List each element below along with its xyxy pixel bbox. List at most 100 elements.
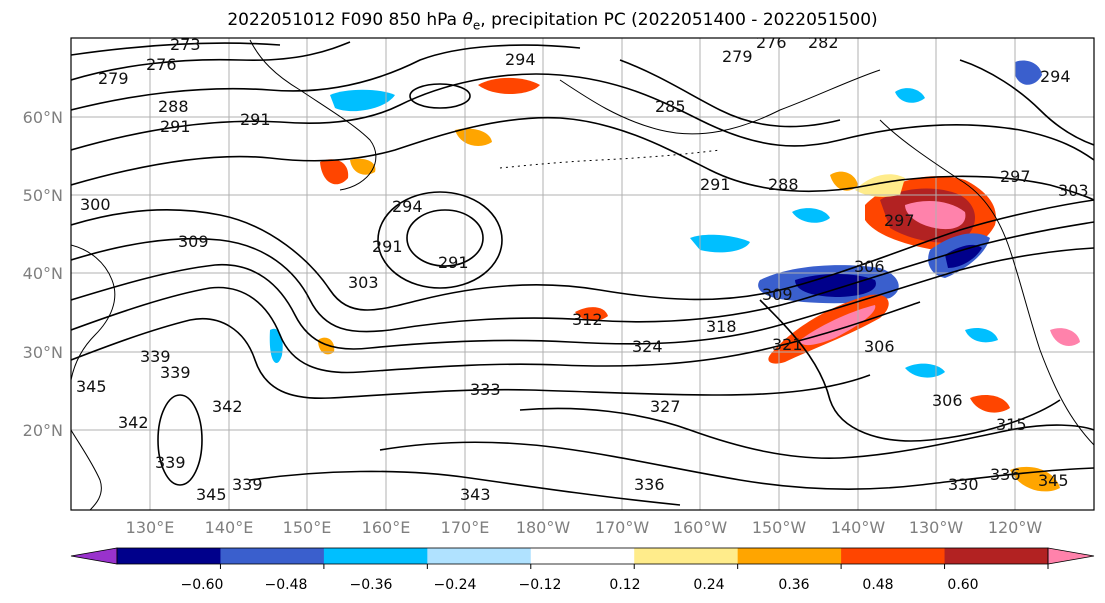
contour-label: 312 xyxy=(572,310,603,329)
theta-e-contour xyxy=(959,59,1094,146)
contour-label: 291 xyxy=(372,237,403,256)
contour-label: 321 xyxy=(772,335,803,354)
theta-e-contour-closed xyxy=(406,209,484,267)
colorbar-tick-label: −0.36 xyxy=(350,577,393,593)
precip-positive-patch xyxy=(455,128,492,146)
theta-e-contours xyxy=(71,41,1094,506)
colorbar-tick-label: −0.24 xyxy=(434,577,477,593)
theta-e-contour xyxy=(519,407,1094,460)
contour-label: 339 xyxy=(155,453,186,472)
precip-positive-patch xyxy=(478,77,540,95)
contour-label: 345 xyxy=(1038,471,1069,490)
coastline-alaska xyxy=(559,69,881,135)
contour-label: 336 xyxy=(990,465,1021,484)
contour-label: 294 xyxy=(1040,67,1071,86)
contour-label: 315 xyxy=(996,415,1027,434)
longitude-label: 180°W xyxy=(516,518,571,537)
precip-positive-peak xyxy=(905,200,966,230)
contour-label: 306 xyxy=(854,257,885,276)
map-content: 273 276 279 279 276 282 288 291 291 294 … xyxy=(71,33,1094,510)
colorbar-tick-label: −0.60 xyxy=(181,577,224,593)
title-subscript: e xyxy=(472,18,481,33)
coastline-asia-south xyxy=(71,429,102,510)
theta-e-contour xyxy=(71,221,1094,333)
contour-label: 330 xyxy=(948,475,979,494)
contour-label: 282 xyxy=(808,33,839,52)
colorbar-tick-label: −0.12 xyxy=(519,577,562,593)
theta-e-contour-closed xyxy=(409,83,471,109)
contour-label: 343 xyxy=(460,485,491,504)
longitude-label: 170°E xyxy=(441,518,490,537)
longitude-label: 120°W xyxy=(988,518,1043,537)
colorbar-segment xyxy=(841,548,946,564)
precip-negative-patch xyxy=(269,328,283,363)
contour-label: 327 xyxy=(650,397,681,416)
contour-label: 297 xyxy=(884,211,915,230)
colorbar-tick-label: 0.24 xyxy=(693,577,724,593)
contour-label: 291 xyxy=(700,175,731,194)
contour-label: 288 xyxy=(768,175,799,194)
contour-label: 324 xyxy=(632,337,663,356)
colorbar-segment xyxy=(220,548,325,564)
colorbar: −0.60 −0.48 −0.36 −0.24 −0.12 0.12 0.24 … xyxy=(70,547,1095,593)
contour-label: 300 xyxy=(80,195,111,214)
precip-light-area xyxy=(830,171,858,191)
latitude-label: 30°N xyxy=(23,343,63,362)
precip-positive-patch xyxy=(350,158,376,175)
precip-negative-patch xyxy=(792,208,830,223)
contour-label: 279 xyxy=(98,69,129,88)
contour-label: 288 xyxy=(158,97,189,116)
contour-label: 285 xyxy=(655,97,686,116)
theta-e-contour xyxy=(379,441,1094,490)
contour-label: 291 xyxy=(240,110,271,129)
map-gridlines xyxy=(71,38,1094,510)
contour-label: 342 xyxy=(118,413,149,432)
coastline-north-america xyxy=(879,119,1094,446)
colorbar-segment xyxy=(944,548,1049,564)
longitude-axis: 130°E 140°E 150°E 160°E 170°E 180°W 170°… xyxy=(126,518,1043,537)
colorbar-tick-labels: −0.60 −0.48 −0.36 −0.24 −0.12 0.12 0.24 … xyxy=(181,577,979,593)
colorbar-segments xyxy=(70,547,1095,565)
contour-label: 276 xyxy=(146,55,177,74)
longitude-label: 140°E xyxy=(205,518,254,537)
contour-label: 294 xyxy=(392,197,423,216)
colorbar-extend-max xyxy=(1047,547,1095,565)
latitude-label: 20°N xyxy=(23,421,63,440)
contour-label: 291 xyxy=(438,253,469,272)
contour-label: 339 xyxy=(140,347,171,366)
contour-label: 306 xyxy=(932,391,963,410)
colorbar-segment xyxy=(530,548,635,564)
longitude-label: 170°W xyxy=(595,518,650,537)
theta-e-contour xyxy=(71,73,1094,161)
contour-label: 306 xyxy=(864,337,895,356)
coastline-asia xyxy=(71,244,116,381)
precip-positive-patch xyxy=(320,159,349,185)
longitude-label: 140°W xyxy=(831,518,886,537)
precip-negative-patch xyxy=(690,234,750,253)
contour-label: 273 xyxy=(170,35,201,54)
latitude-label: 50°N xyxy=(23,186,63,205)
theta-e-contour xyxy=(71,41,351,81)
precip-positive-patch xyxy=(575,307,608,321)
contour-label: 291 xyxy=(160,117,191,136)
colorbar-segment xyxy=(323,548,428,564)
map-title: 2022051012 F090 850 hPa θe, precipitatio… xyxy=(0,10,1105,32)
longitude-label: 160°W xyxy=(673,518,728,537)
colorbar-segment xyxy=(117,548,221,564)
precip-negative-core xyxy=(945,244,982,268)
theta-e-contour xyxy=(71,318,871,400)
contour-label: 309 xyxy=(762,285,793,304)
colorbar-extend-min xyxy=(70,547,118,565)
contour-label: 276 xyxy=(756,33,787,52)
precip-negative-patch xyxy=(895,88,925,103)
contour-label: 309 xyxy=(178,232,209,251)
map-frame xyxy=(70,37,1095,511)
precip-positive-patch xyxy=(318,337,335,355)
contour-label: 303 xyxy=(348,273,379,292)
precip-negative-patch xyxy=(905,363,945,378)
theta-e-contour-closed xyxy=(157,394,203,486)
colorbar-segment xyxy=(427,548,532,564)
precip-positive-patch xyxy=(1050,328,1080,346)
contour-label: 345 xyxy=(76,377,107,396)
coastline-kamchatka xyxy=(249,39,377,191)
